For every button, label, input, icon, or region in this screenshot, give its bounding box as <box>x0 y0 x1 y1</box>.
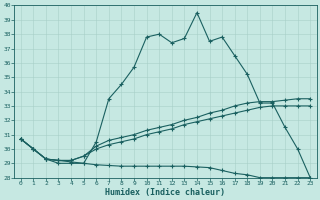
X-axis label: Humidex (Indice chaleur): Humidex (Indice chaleur) <box>106 188 226 197</box>
